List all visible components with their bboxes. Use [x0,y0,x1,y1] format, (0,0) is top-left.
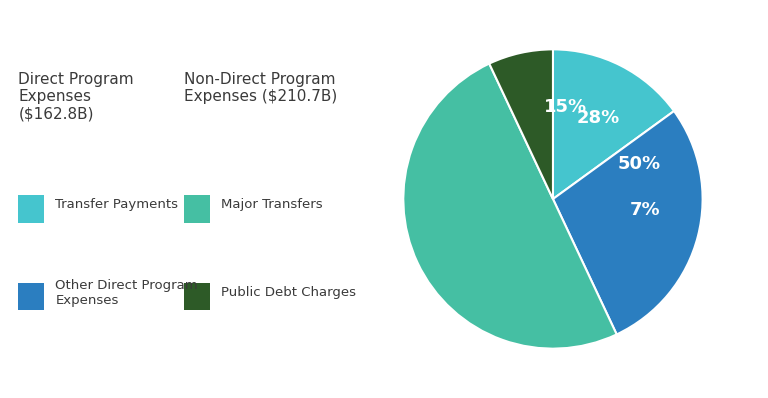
Text: 28%: 28% [576,109,620,127]
Text: 7%: 7% [630,201,660,219]
Text: 15%: 15% [544,98,587,116]
FancyBboxPatch shape [184,195,210,223]
Text: Direct Program
Expenses
($162.8B): Direct Program Expenses ($162.8B) [18,72,134,121]
Text: Public Debt Charges: Public Debt Charges [221,286,356,299]
Wedge shape [403,64,617,349]
FancyBboxPatch shape [18,195,45,223]
FancyBboxPatch shape [184,283,210,310]
Text: Other Direct Program
Expenses: Other Direct Program Expenses [55,279,198,306]
FancyBboxPatch shape [18,283,45,310]
Wedge shape [489,49,553,199]
Text: Non-Direct Program
Expenses ($210.7B): Non-Direct Program Expenses ($210.7B) [184,72,338,104]
Text: 50%: 50% [617,155,660,173]
Wedge shape [553,49,674,199]
Wedge shape [553,111,703,334]
Text: Transfer Payments: Transfer Payments [55,199,178,211]
Text: Major Transfers: Major Transfers [221,199,323,211]
